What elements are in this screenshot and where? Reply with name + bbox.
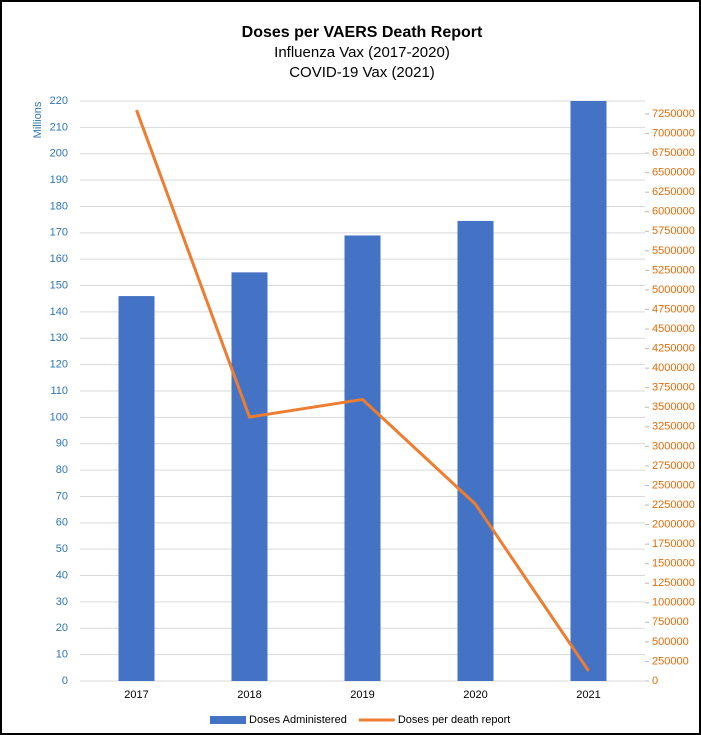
y-tick-label: 20 (56, 622, 68, 634)
y-tick-label: 210 (50, 121, 68, 133)
y-axis-label: Millions (32, 101, 44, 138)
y2-tick-label: 4250000 (652, 343, 695, 355)
y2-tick-label: 6250000 (652, 186, 695, 198)
y-tick-label: 170 (50, 227, 68, 239)
y2-tick-label: 2500000 (652, 479, 695, 491)
y-tick-label: 90 (56, 438, 68, 450)
bar (118, 296, 155, 681)
y-tick-label: 120 (50, 359, 68, 371)
legend-label: Doses Administered (249, 714, 347, 726)
y2-tick-label: 3250000 (652, 421, 695, 433)
y2-tick-label: 250000 (652, 655, 689, 667)
chart-title: Doses per VAERS Death Report (242, 24, 483, 41)
x-tick-label: 2019 (350, 689, 374, 701)
y2-tick-label: 5250000 (652, 264, 695, 276)
y2-tick-label: 750000 (652, 616, 689, 628)
y-tick-label: 130 (50, 332, 68, 344)
legend-label: Doses per death report (398, 714, 511, 726)
y-tick-label: 40 (56, 569, 68, 581)
legend-swatch (210, 716, 246, 724)
y2-tick-label: 5500000 (652, 245, 695, 257)
bar (344, 235, 381, 682)
y-tick-label: 190 (50, 174, 68, 186)
y2-tick-label: 0 (652, 675, 658, 687)
y2-tick-label: 7000000 (652, 127, 695, 139)
y-tick-label: 160 (50, 253, 68, 265)
bar (570, 101, 607, 681)
y2-tick-label: 5000000 (652, 284, 695, 296)
y-tick-label: 200 (50, 148, 68, 160)
y2-tick-label: 5750000 (652, 225, 695, 237)
y2-tick-label: 7250000 (652, 108, 695, 120)
y2-tick-label: 2750000 (652, 460, 695, 472)
y-tick-label: 70 (56, 490, 68, 502)
y-tick-label: 80 (56, 464, 68, 476)
y2-tick-label: 3500000 (652, 401, 695, 413)
x-tick-label: 2021 (576, 689, 600, 701)
y-tick-label: 180 (50, 200, 68, 212)
y2-tick-label: 1500000 (652, 558, 695, 570)
y2-tick-label: 1000000 (652, 597, 695, 609)
y-tick-label: 50 (56, 543, 68, 555)
y2-tick-label: 2250000 (652, 499, 695, 511)
x-tick-label: 2017 (124, 689, 148, 701)
y-tick-label: 10 (56, 649, 68, 661)
y2-tick-label: 3750000 (652, 382, 695, 394)
y-tick-label: 140 (50, 306, 68, 318)
y-tick-label: 30 (56, 596, 68, 608)
y-tick-label: 220 (50, 95, 68, 107)
line-series (135, 109, 590, 672)
y2-tick-label: 4000000 (652, 362, 695, 374)
chart-subtitle: Influenza Vax (2017-2020) (274, 44, 450, 61)
y2-tick-label: 500000 (652, 636, 689, 648)
bar (457, 220, 494, 682)
y2-tick-label: 3000000 (652, 440, 695, 452)
y-tick-label: 110 (50, 385, 68, 397)
y2-tick-label: 2000000 (652, 518, 695, 530)
y2-tick-label: 4750000 (652, 303, 695, 315)
y2-tick-label: 6000000 (652, 206, 695, 218)
y2-tick-label: 6750000 (652, 147, 695, 159)
y2-tick-label: 1250000 (652, 577, 695, 589)
y-tick-label: 60 (56, 517, 68, 529)
y2-tick-label: 1750000 (652, 538, 695, 550)
y-tick-label: 100 (50, 411, 68, 423)
bar (231, 272, 268, 681)
y-tick-label: 0 (62, 675, 68, 687)
y2-tick-label: 6500000 (652, 167, 695, 179)
y2-tick-label: 4500000 (652, 323, 695, 335)
chart-subtitle: COVID-19 Vax (2021) (289, 64, 435, 81)
x-tick-label: 2018 (237, 689, 261, 701)
x-tick-label: 2020 (463, 689, 487, 701)
y-tick-label: 150 (50, 279, 68, 291)
